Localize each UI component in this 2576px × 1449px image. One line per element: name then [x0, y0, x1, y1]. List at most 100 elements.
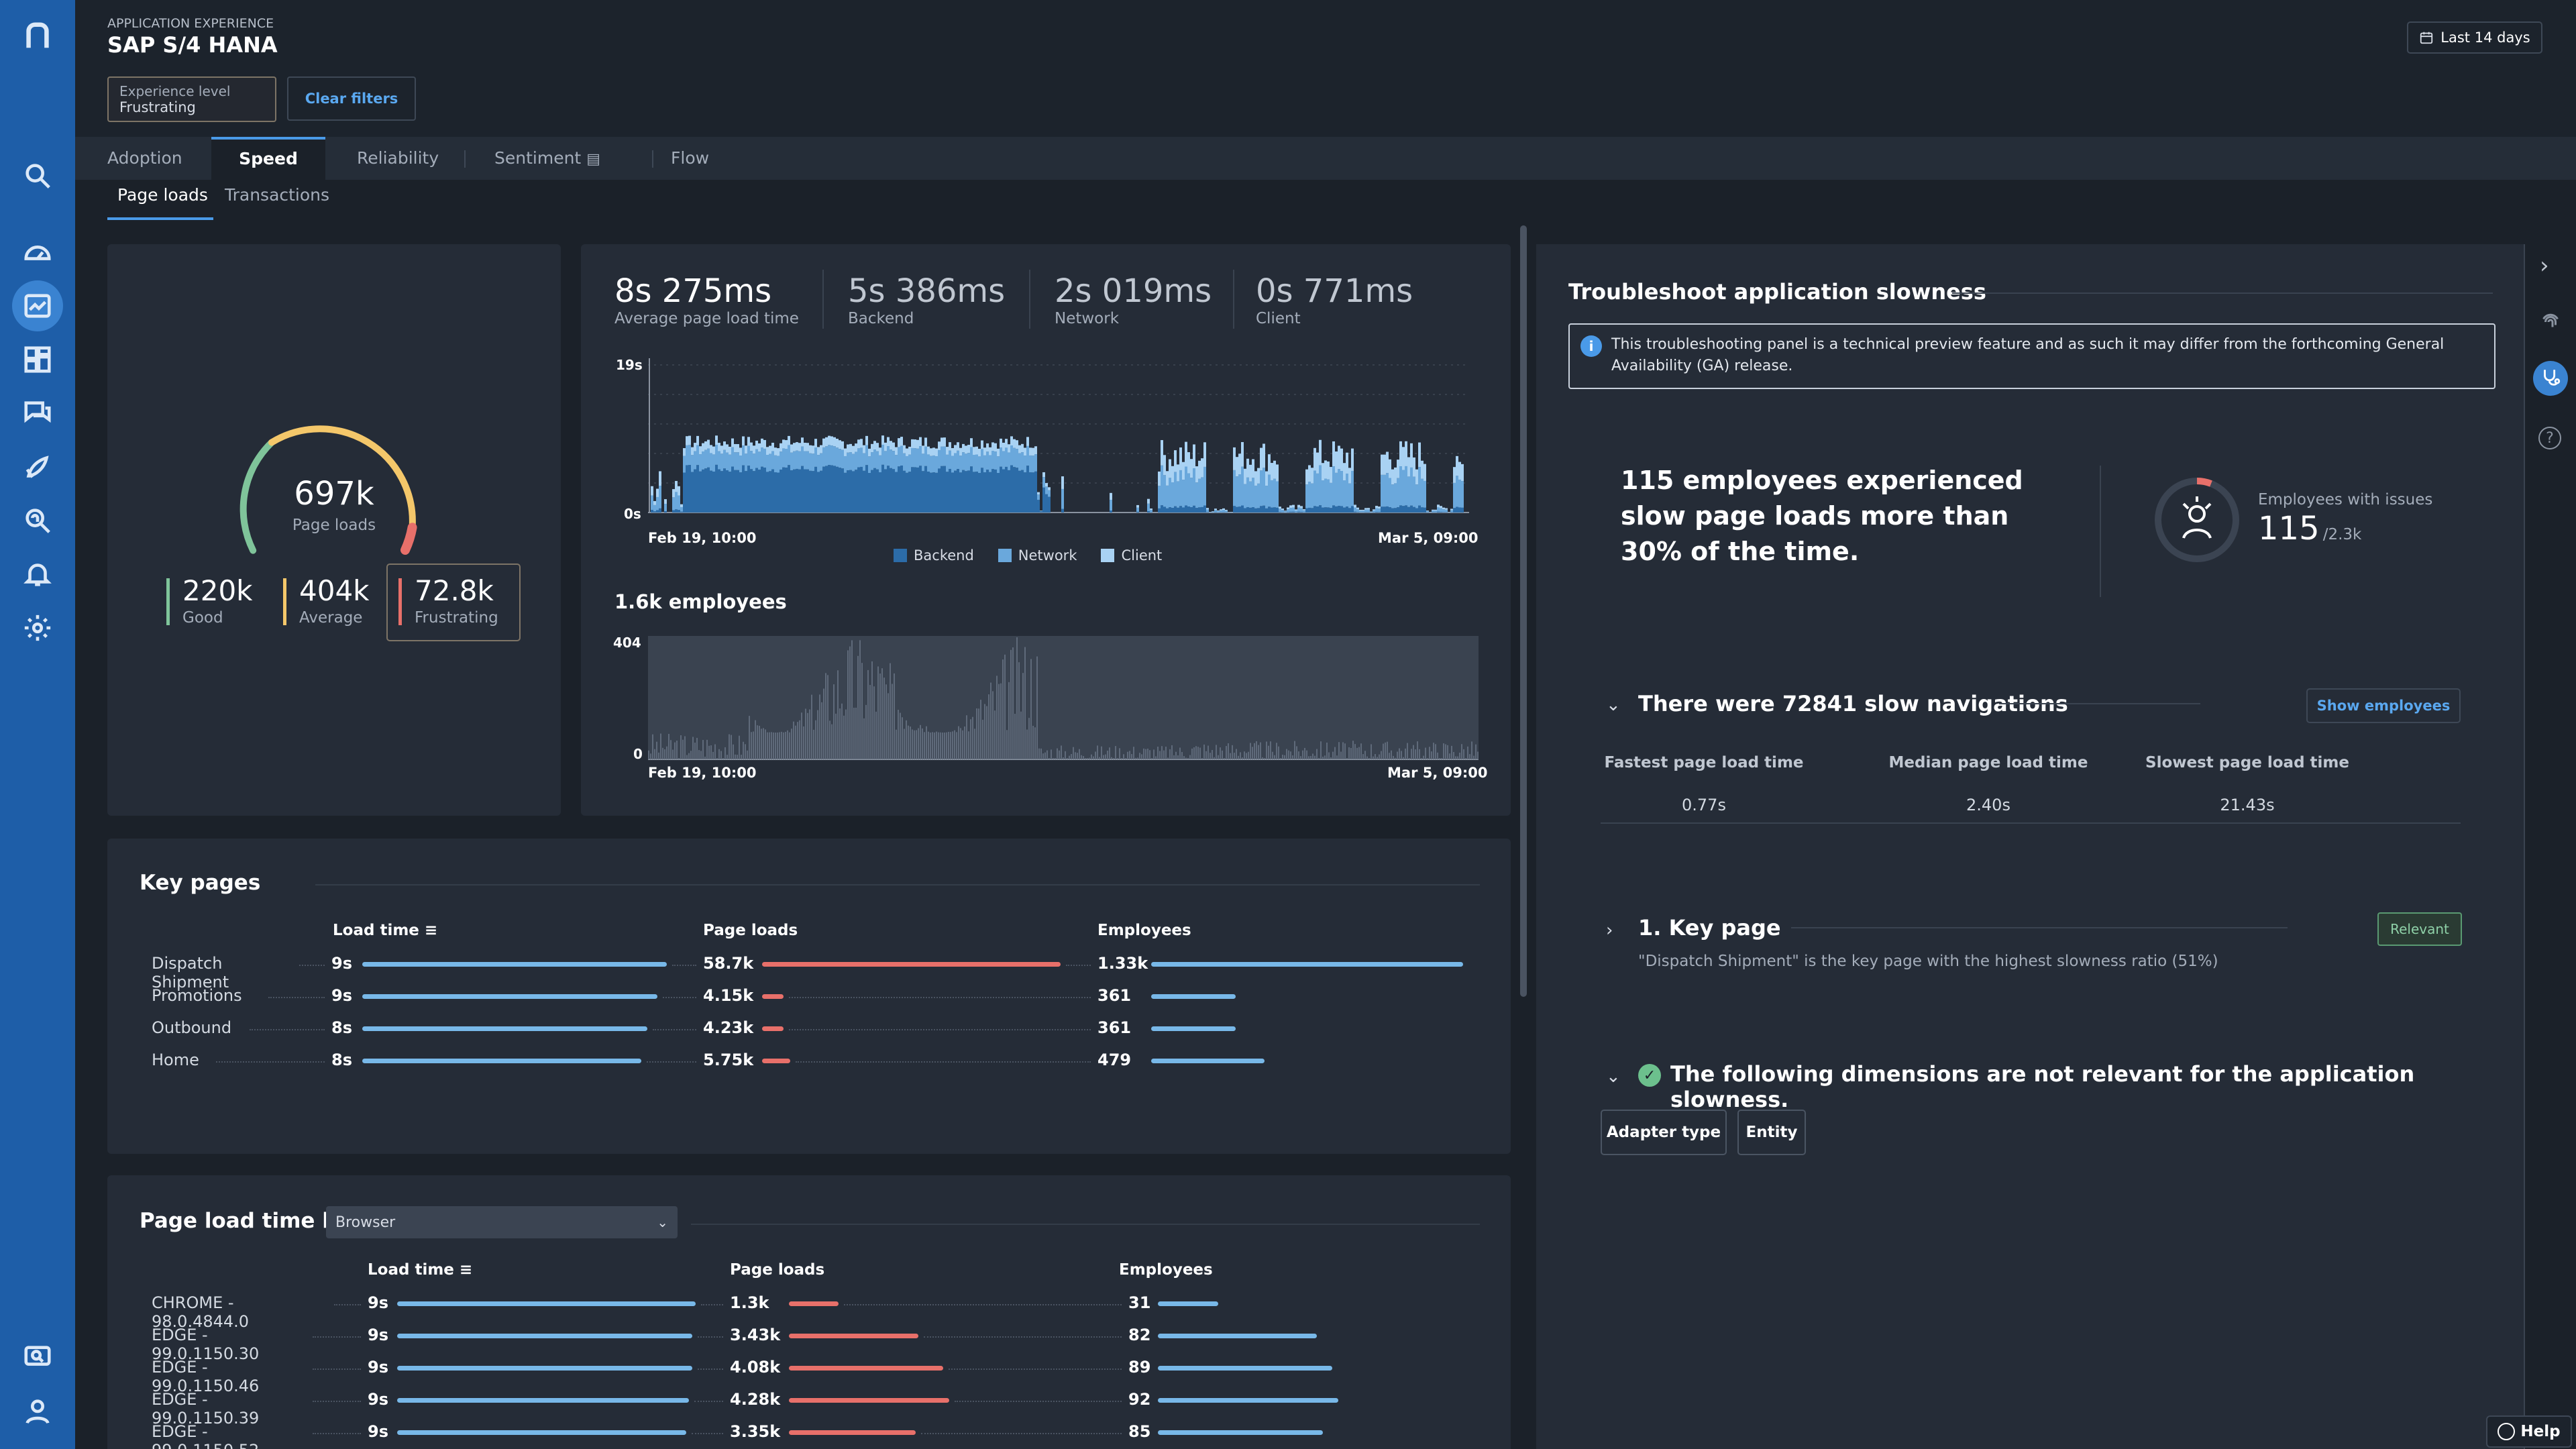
tab-speed[interactable]: Speed: [211, 137, 325, 180]
area-column-client: [1212, 511, 1214, 512]
employees-ring: [2155, 478, 2239, 562]
row-employees: 82: [1128, 1326, 1151, 1344]
employee-bar: [1385, 742, 1386, 759]
area-column-backend: [718, 469, 720, 513]
dashboard-gauge-icon[interactable]: [17, 232, 58, 272]
legend-client[interactable]: Client: [1101, 547, 1162, 564]
fingerprint-icon[interactable]: [2538, 310, 2563, 334]
subtab-page-loads[interactable]: Page loads: [117, 185, 208, 205]
employees-bar: [1158, 1334, 1317, 1338]
employee-bar: [735, 754, 736, 759]
tab-adoption[interactable]: Adoption: [107, 148, 182, 168]
employee-bar: [819, 694, 820, 759]
area-column-backend: [1450, 512, 1453, 513]
area-column-client: [852, 445, 855, 454]
area-column-network: [651, 495, 653, 511]
area-column-backend: [704, 468, 707, 513]
experience-filter-chip[interactable]: Experience level Frustrating: [107, 76, 276, 122]
frustrating-chip[interactable]: 72.8k Frustrating: [386, 564, 521, 641]
col-load-time[interactable]: Load time ≡: [368, 1261, 473, 1279]
area-column-network: [747, 445, 750, 466]
user-icon[interactable]: [17, 1391, 58, 1432]
employee-bar: [1332, 751, 1334, 759]
chevron-down-icon[interactable]: ⌄: [1606, 1067, 1621, 1087]
tab-flow[interactable]: Flow: [671, 148, 710, 168]
show-employees-button[interactable]: Show employees: [2306, 688, 2461, 723]
feedback-search-icon[interactable]: [17, 1338, 58, 1378]
employee-bar: [668, 733, 669, 759]
area-column-client: [841, 441, 844, 450]
search-icon[interactable]: [17, 156, 58, 196]
app-experience-icon[interactable]: [12, 280, 63, 331]
legend-backend[interactable]: Backend: [894, 547, 974, 564]
area-column-backend: [903, 470, 906, 513]
bell-icon[interactable]: [17, 554, 58, 594]
troubleshoot-icon[interactable]: [2533, 361, 2568, 396]
grid-icon[interactable]: [17, 339, 58, 380]
fingerprint-search-icon[interactable]: [17, 500, 58, 541]
col-page-loads[interactable]: Page loads: [730, 1261, 825, 1279]
clear-filters-button[interactable]: Clear filters: [287, 76, 416, 121]
employee-bar: [992, 691, 994, 759]
chevron-down-icon[interactable]: ⌄: [1606, 695, 1621, 715]
col-page-loads[interactable]: Page loads: [703, 922, 798, 939]
chat-icon[interactable]: [17, 393, 58, 433]
employee-bar: [920, 724, 921, 759]
employee-bar: [1268, 745, 1269, 759]
dimension-adapter-type[interactable]: Adapter type: [1601, 1110, 1727, 1155]
dimension-select[interactable]: Browser ⌄: [326, 1206, 678, 1238]
employees-bar: [1158, 1398, 1338, 1403]
tab-reliability[interactable]: Reliability: [357, 148, 439, 168]
legend-network[interactable]: Network: [998, 547, 1077, 564]
employee-bar: [1250, 743, 1251, 759]
dimension-entity[interactable]: Entity: [1737, 1110, 1806, 1155]
area-column-network: [1335, 472, 1338, 506]
collapse-panel-icon[interactable]: ›: [2540, 252, 2549, 279]
area-column-network: [1263, 468, 1265, 506]
area-column-network: [1413, 476, 1415, 507]
employee-bar: [757, 725, 758, 759]
col-employees[interactable]: Employees: [1097, 922, 1191, 939]
employee-bar: [781, 731, 782, 759]
employee-bar: [924, 732, 925, 759]
help-circle-icon[interactable]: ?: [2538, 427, 2561, 449]
area-column-backend: [973, 472, 975, 513]
employee-bar: [1397, 751, 1398, 759]
employee-bar: [1022, 673, 1024, 759]
area-column-backend: [1158, 508, 1161, 513]
help-button[interactable]: Help: [2486, 1415, 2572, 1448]
area-column-network: [1032, 455, 1034, 473]
main-scrollbar[interactable]: [1520, 225, 1527, 997]
area-column-network: [1375, 508, 1378, 513]
area-column-backend: [1287, 512, 1289, 513]
employee-bar: [1036, 656, 1038, 759]
logo-icon[interactable]: [17, 16, 58, 56]
area-column-network: [702, 451, 704, 470]
subtab-transactions[interactable]: Transactions: [225, 185, 330, 205]
employee-bar: [1224, 758, 1225, 759]
area-column-backend: [753, 471, 755, 513]
area-column-client: [903, 445, 906, 453]
col-employees[interactable]: Employees: [1119, 1261, 1213, 1279]
employee-bar: [1040, 748, 1042, 759]
col-load-time[interactable]: Load time ≡: [333, 922, 438, 939]
area-column-backend: [1330, 508, 1332, 513]
page-title: SAP S/4 HANA: [107, 32, 278, 58]
rocket-icon[interactable]: [17, 447, 58, 487]
area-column-backend: [965, 471, 967, 513]
bar-y-min: 0: [633, 746, 643, 762]
tab-sentiment[interactable]: Sentiment ▤: [481, 137, 614, 180]
area-column-client: [1179, 447, 1182, 470]
area-column-client: [1021, 443, 1024, 453]
area-column-backend: [1037, 500, 1040, 513]
frustrating-value: 72.8k: [415, 574, 494, 607]
chevron-right-icon[interactable]: ›: [1606, 920, 1613, 941]
area-column-network: [895, 455, 898, 472]
employee-bar: [1364, 751, 1366, 759]
employees-bar: [1151, 994, 1236, 999]
experience-gauge: [239, 425, 417, 555]
gear-icon[interactable]: [17, 608, 58, 648]
employee-bar: [1340, 751, 1342, 759]
timeframe-button[interactable]: Last 14 days: [2407, 21, 2542, 54]
area-column-backend: [1424, 507, 1426, 513]
